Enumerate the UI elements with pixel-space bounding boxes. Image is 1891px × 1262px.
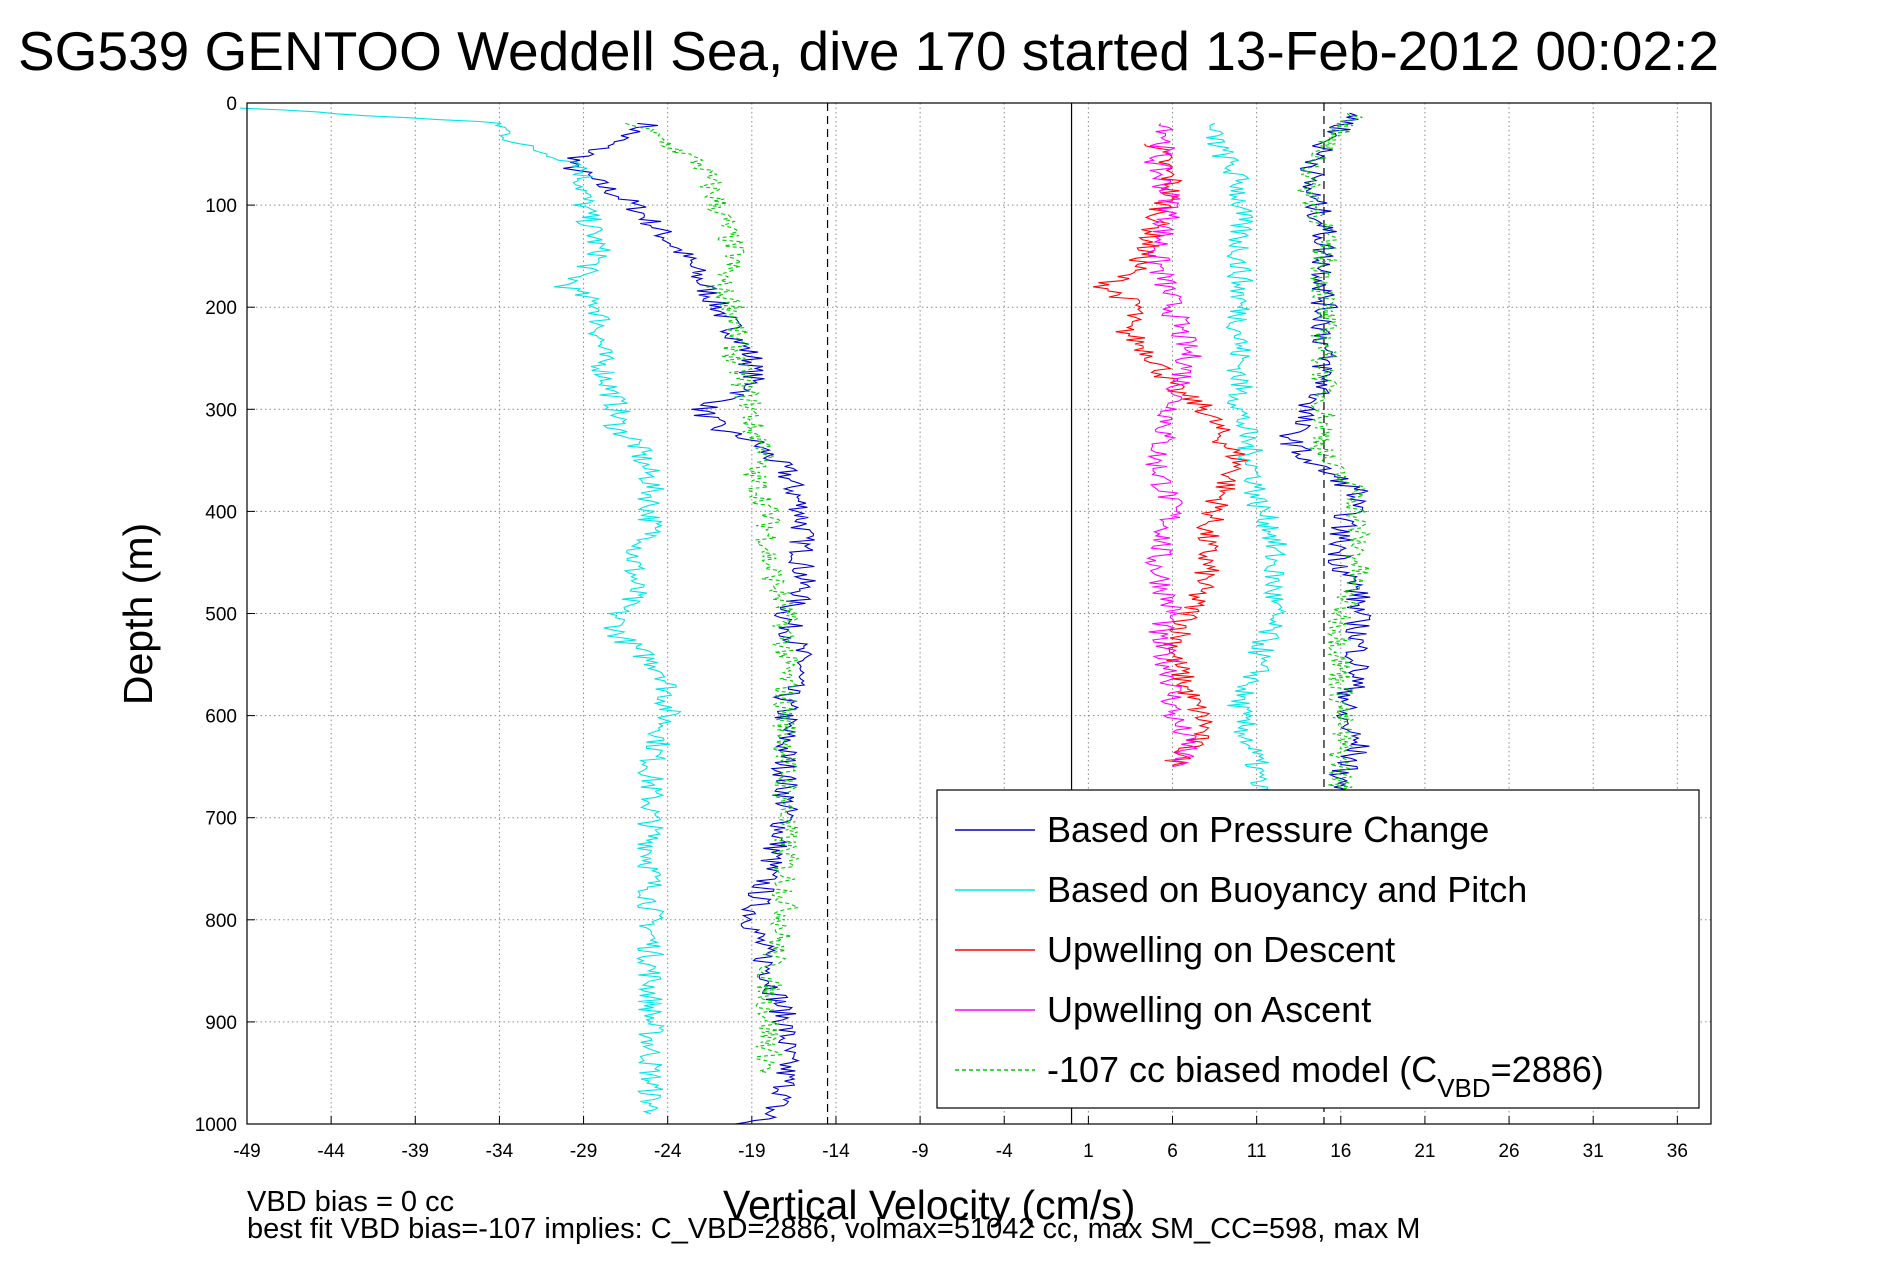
plot-frame: [246, 102, 1712, 1125]
y-tick-label: 100: [205, 196, 237, 217]
x-tick-label: -44: [317, 1141, 345, 1162]
y-tick-label: 200: [205, 298, 237, 319]
x-tick-label: -39: [402, 1141, 429, 1162]
series-line-4: [625, 122, 801, 1074]
note-vbd-bias: VBD bias = 0 cc: [247, 1186, 454, 1218]
legend: Based on Pressure Change Based on Buoyanc…: [936, 789, 1700, 1109]
x-tick-label: 26: [1498, 1141, 1519, 1162]
x-tick-labels: -49 -44 -39 -34 -29 -24 -19 -14 -9 -4 1 6 11 16 21 26 31…: [233, 1141, 1688, 1162]
y-tick-label: 400: [205, 502, 237, 523]
x-tick-label: 16: [1330, 1141, 1351, 1162]
y-tick-label: 300: [205, 400, 237, 421]
y-tick-label: 700: [205, 809, 237, 830]
y-tick-label: 1000: [195, 1115, 237, 1136]
y-tick-label: 0: [226, 94, 237, 115]
series-line-5: [1206, 122, 1287, 921]
x-tick-label: 21: [1414, 1141, 1435, 1162]
y-tick-label: 600: [205, 707, 237, 728]
y-axis-label: Depth (m): [115, 523, 161, 705]
y-tick-label: 900: [205, 1013, 237, 1034]
y-tick-label: 500: [205, 605, 237, 626]
x-tick-label: -29: [570, 1141, 597, 1162]
series-line-7: [1297, 112, 1372, 818]
note-best-fit: best fit VBD bias=-107 implies: C_VBD=28…: [247, 1213, 1420, 1245]
series-line-3: [1144, 123, 1202, 768]
legend-label: Upwelling on Ascent: [1047, 989, 1371, 1030]
series-line-0: [563, 122, 816, 1125]
x-tick-label: 11: [1247, 1141, 1267, 1162]
x-tick-label: -49: [233, 1141, 260, 1162]
series-line-1: [240, 107, 682, 1115]
x-tick-label: 6: [1167, 1141, 1178, 1162]
x-tick-label: -19: [738, 1141, 765, 1162]
legend-box: [936, 789, 1700, 1109]
legend-label: -107 cc biased model (CVBD=2886): [1047, 1049, 1604, 1103]
legend-label: Upwelling on Descent: [1047, 929, 1395, 970]
y-tick-label: 800: [205, 911, 237, 932]
x-tick-label: -14: [822, 1141, 850, 1162]
legend-label: Based on Buoyancy and Pitch: [1047, 869, 1527, 910]
x-tick-label: -4: [996, 1141, 1013, 1162]
x-tick-label: -9: [912, 1141, 929, 1162]
y-tick-labels: 0 100 200 300 400 500 600 700 800 900 1000: [195, 94, 237, 1136]
x-tick-label: -34: [486, 1141, 514, 1162]
legend-label: Based on Pressure Change: [1047, 809, 1489, 850]
x-axis-label: Vertical Velocity (cm/s): [723, 1182, 1135, 1228]
x-tick-label: 36: [1667, 1141, 1688, 1162]
x-tick-label: 31: [1583, 1141, 1604, 1162]
chart-title: SG539 GENTOO Weddell Sea, dive 170 start…: [18, 20, 1719, 82]
series-line-6: [1279, 112, 1372, 819]
series-group: [240, 107, 1372, 1125]
series-line-2: [1093, 143, 1249, 767]
x-tick-label: -24: [654, 1141, 682, 1162]
x-tick-label: 1: [1083, 1141, 1094, 1162]
